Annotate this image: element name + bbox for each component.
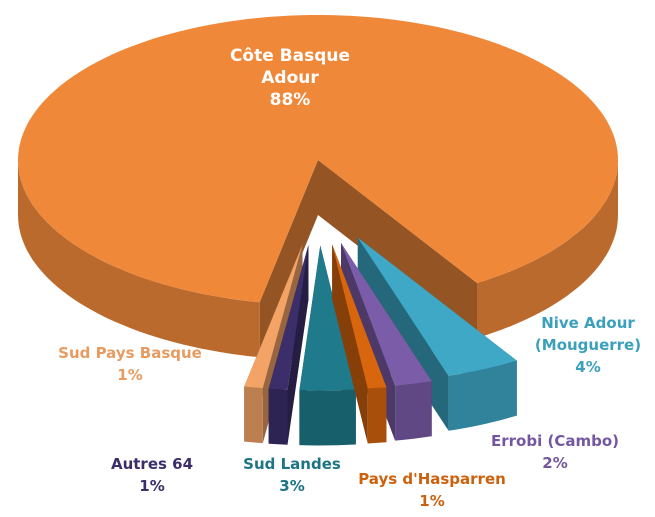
value-label: 88% (269, 90, 311, 110)
slice (18, 15, 618, 358)
slice (268, 245, 309, 445)
slice-label: Sud Landes 3% (232, 453, 352, 497)
slice-label: Pays d'Hasparren 1% (347, 468, 517, 512)
slice-outer-side (244, 386, 263, 444)
value-label: 4% (575, 358, 601, 376)
slice-top (357, 237, 517, 376)
slice-outer-side (268, 388, 288, 445)
slice-label: Sud Pays Basque 1% (35, 342, 225, 386)
value-label: 1% (419, 492, 445, 510)
value-label: 1% (139, 477, 165, 495)
value-label: 1% (117, 366, 143, 384)
slice-outer-side (395, 381, 432, 441)
slice-outer-side (477, 160, 618, 338)
slice (357, 237, 517, 431)
slice-outer-side (367, 387, 387, 444)
category-label: Errobi (Cambo) (491, 432, 619, 450)
slice (299, 245, 356, 446)
slice-outer-side (18, 160, 260, 358)
slice-inner-side (318, 160, 477, 338)
slice-outer-side (448, 360, 517, 431)
slice-top (299, 245, 356, 391)
slice-top (244, 244, 303, 389)
slice-top (268, 245, 309, 390)
slice-inner-side (259, 160, 318, 358)
category-label: Sud Landes (243, 455, 341, 473)
slice-top (332, 244, 387, 389)
category-label: Côte Basque Adour (229, 46, 351, 88)
slice (332, 244, 387, 444)
slice-label: Errobi (Cambo) 2% (475, 430, 635, 474)
slice-inner-side (332, 244, 368, 444)
category-label: Sud Pays Basque (58, 344, 202, 362)
value-label: 3% (279, 477, 305, 495)
category-label: Nive Adour (Mouguerre) (534, 314, 642, 354)
slice-outer-side (299, 389, 356, 446)
category-label: Autres 64 (110, 455, 194, 473)
slice-label: Autres 64 1% (92, 453, 212, 497)
category-label: Pays d'Hasparren (358, 470, 506, 488)
value-label: 2% (542, 454, 568, 472)
slice-top (341, 243, 432, 386)
slice-label: Nive Adour (Mouguerre) 4% (528, 312, 648, 378)
slice-label: Côte Basque Adour 88% (200, 45, 380, 111)
slice-top (18, 15, 618, 303)
